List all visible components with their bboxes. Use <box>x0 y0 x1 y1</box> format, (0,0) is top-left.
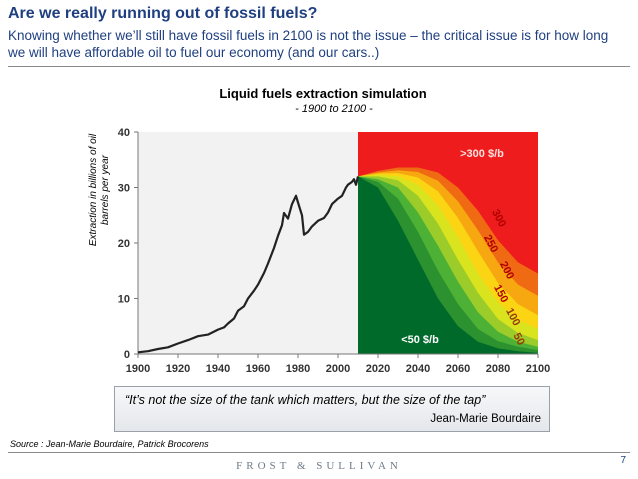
x-tick-label-1920: 1920 <box>166 363 190 375</box>
y-tick-label-30: 30 <box>118 183 130 195</box>
header-divider <box>8 66 630 67</box>
company-logo: FROST & SULLIVAN <box>236 460 402 472</box>
footer-divider <box>8 452 630 453</box>
x-tick-label-2000: 2000 <box>326 363 350 375</box>
band-label-over-300: >300 $/b <box>460 148 504 160</box>
slide-title: Are we really running out of fossil fuel… <box>8 5 318 22</box>
x-tick-label-2060: 2060 <box>446 363 470 375</box>
y-tick-label-10: 10 <box>118 294 130 306</box>
quote-author: Jean-Marie Bourdaire <box>430 413 541 425</box>
chart-title: Liquid fuels extraction simulation <box>219 86 427 101</box>
band-label-under-50: <50 $/b <box>401 334 439 346</box>
x-tick-label-1900: 1900 <box>126 363 150 375</box>
x-tick-label-2100: 2100 <box>526 363 550 375</box>
quote-text: “It’s not the size of the tank which mat… <box>125 393 486 407</box>
x-tick-label-1960: 1960 <box>246 363 270 375</box>
x-tick-label-2040: 2040 <box>406 363 430 375</box>
x-tick-label-2020: 2020 <box>366 363 390 375</box>
price-band-0 <box>358 176 538 354</box>
historical-extraction-line <box>137 176 360 354</box>
slide-subtitle: Knowing whether we’ll still have fossil … <box>8 28 609 60</box>
y-tick-label-20: 20 <box>118 238 130 250</box>
page-number: 7 <box>620 455 626 466</box>
quote-box: “It’s not the size of the tank which mat… <box>114 386 550 432</box>
band-label-50: 50 <box>510 331 526 347</box>
y-tick-label-0: 0 <box>124 349 130 361</box>
source-note: Source : Jean-Marie Bourdaire, Patrick B… <box>10 439 209 449</box>
y-tick-label-40: 40 <box>118 127 130 139</box>
x-tick-label-1940: 1940 <box>206 363 230 375</box>
extraction-chart: 1900 1920 1940 1960 1980 2000 2020 2040 2060 2080… <box>118 127 550 375</box>
x-tick-label-1980: 1980 <box>286 363 310 375</box>
chart-subtitle: - 1900 to 2100 - <box>295 103 373 115</box>
x-tick-label-2080: 2080 <box>486 363 510 375</box>
